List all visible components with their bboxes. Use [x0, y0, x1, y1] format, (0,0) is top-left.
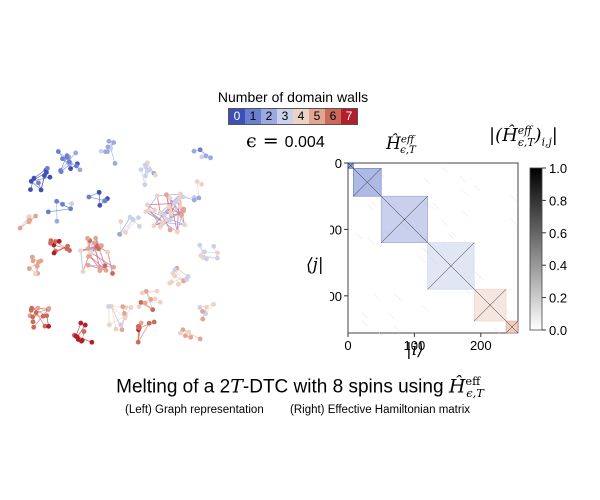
colorbar-title-sub: ϵ,T [517, 135, 535, 149]
colorbar-tick-0.8: 0.8 [549, 193, 567, 208]
caption-main-T: T [230, 375, 243, 398]
legend-cell-6: 6 [325, 109, 341, 124]
legend-cell-1: 1 [245, 109, 261, 124]
caption-main-pre: Melting of a 2 [116, 376, 231, 398]
legend-cell-4: 4 [293, 109, 309, 124]
legend-title: Number of domain walls [217, 89, 369, 105]
colorbar-tick-0.4: 0.4 [549, 258, 567, 273]
caption-left: (Left) Graph representation [125, 404, 264, 416]
epsilon-symbol: ϵ [246, 130, 257, 152]
x-tick-100: 100 [404, 338, 426, 353]
matrix-block-antidiag-2 [381, 196, 428, 243]
colorbar-tick-0.0: 0.0 [549, 323, 567, 338]
epsilon-equals: = [262, 130, 279, 152]
legend-cell-3: 3 [277, 109, 293, 124]
matrix-block-antidiag-4 [473, 288, 507, 322]
graph-representation [17, 138, 220, 345]
colorbar-title-sup: eff [517, 124, 532, 137]
graph-nodes [17, 138, 220, 345]
x-tick-0: 0 [344, 338, 351, 353]
graph-cluster-18 [48, 200, 72, 222]
matrix-title-sup: eff [400, 134, 415, 146]
legend-cell-5: 5 [309, 109, 325, 124]
y-tick-100: 100 [330, 222, 342, 237]
y-tick-0: 0 [335, 156, 342, 171]
y-tick-200: 200 [330, 289, 342, 304]
epsilon-value: 0.004 [284, 134, 325, 151]
matrix-title-base: Ĥ [386, 134, 401, 154]
colorbar-tick-1.0: 1.0 [549, 161, 567, 176]
y-axis-label: ⟨j| [306, 255, 324, 275]
colorbar-title-end: | [551, 125, 558, 146]
colorbar-tick-0.6: 0.6 [549, 226, 567, 241]
x-tick-200: 200 [470, 338, 492, 353]
epsilon-label: ϵ = 0.004 [246, 130, 325, 152]
matrix-block-antidiag-0 [347, 162, 354, 169]
caption-main-mid: -DTC with 8 spins using [242, 376, 449, 398]
legend-cell-2: 2 [261, 109, 277, 124]
caption-right: (Right) Effective Hamiltonian matrix [290, 404, 471, 416]
matrix-block-antidiag-3 [427, 242, 475, 290]
matrix-title: Ĥeffϵ,T [386, 134, 416, 156]
hamiltonian-matrix-heatmap: 0 100 200 0 100 200 0.0 0.2 0.4 0.6 0.8 1.0 [330, 156, 567, 353]
caption-main-sub: ϵ,T [466, 386, 484, 401]
matrix-block-antidiag-5 [505, 320, 519, 334]
matrix-block-antidiag-1 [353, 168, 382, 197]
colorbar-title-post: ) [534, 125, 542, 146]
matrix-title-sub: ϵ,T [400, 145, 416, 157]
colorbar-title-idx: i,j [541, 135, 552, 149]
colorbar-title-base: Ĥ [502, 125, 518, 146]
caption-main: Melting of a 2T-DTC with 8 spins using Ĥ… [0, 374, 600, 400]
graph-cluster-17 [119, 216, 140, 235]
colorbar-title: |(Ĥeffϵ,T)i,j| [489, 124, 558, 149]
caption-main-sup: eff [465, 374, 481, 388]
legend-cell-0: 0 [229, 109, 245, 124]
colorbar-title-pre: |( [489, 125, 503, 146]
graph-cluster-7 [80, 238, 114, 274]
caption-main-H: Ĥ [448, 375, 466, 398]
colorbar [529, 167, 543, 331]
x-axis-label: |i⟩ [406, 340, 424, 360]
legend-cell-7: 7 [341, 109, 357, 124]
colorbar-tick-0.2: 0.2 [549, 291, 567, 306]
